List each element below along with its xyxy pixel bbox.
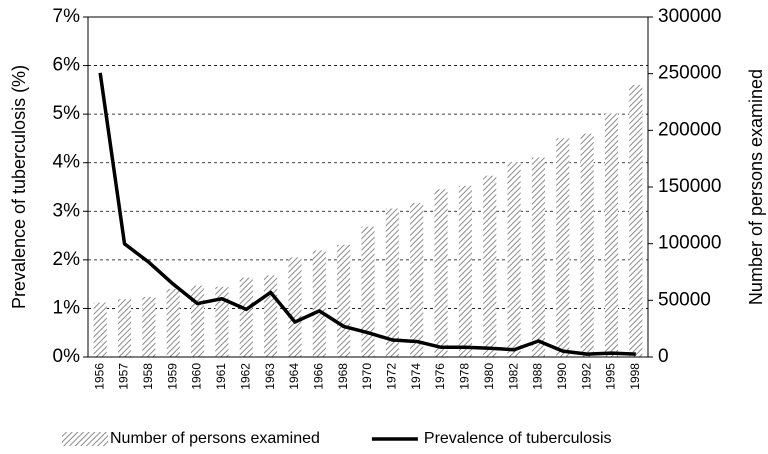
y-tick-label: 2% xyxy=(53,249,81,270)
bar xyxy=(166,289,180,357)
x-tick-label: 1970 xyxy=(360,363,374,390)
y-tick-label: 4% xyxy=(53,152,81,173)
y-tick-label: 5% xyxy=(53,103,81,124)
plot-frame xyxy=(87,16,649,358)
y-axis-title: Prevalence of tuberculosis (%) xyxy=(9,65,29,309)
bar xyxy=(580,133,594,357)
x-tick-label: 1966 xyxy=(311,363,325,390)
x-tick-label: 1956 xyxy=(92,363,106,390)
x-tick-label: 1958 xyxy=(141,363,155,390)
x-tick-label: 1972 xyxy=(385,363,399,390)
y2-tick-label: 0 xyxy=(658,346,669,367)
y-tick-label: 0% xyxy=(53,346,81,367)
bar xyxy=(288,257,302,357)
bar xyxy=(264,275,278,357)
x-tick-label: 1959 xyxy=(165,363,179,390)
x-tick-label: 1968 xyxy=(336,363,350,390)
legend-swatch xyxy=(62,432,108,446)
bar xyxy=(142,296,156,357)
y2-axis-title: Number of persons examined xyxy=(746,69,766,305)
x-tick-label: 1957 xyxy=(117,363,131,390)
bar xyxy=(556,138,570,357)
y2-tick-label: 150000 xyxy=(658,176,721,197)
y2-tick-label: 250000 xyxy=(658,63,721,84)
y2-tick-label: 100000 xyxy=(658,233,721,254)
bar xyxy=(531,157,546,357)
bar xyxy=(361,226,375,357)
bar xyxy=(483,175,497,357)
bar xyxy=(93,302,107,357)
bar xyxy=(312,250,326,357)
y2-tick-label: 300000 xyxy=(658,6,721,27)
x-tick-label: 1988 xyxy=(531,363,545,390)
bar xyxy=(434,189,448,357)
y-tick-label: 6% xyxy=(53,55,81,76)
x-tick-label: 1964 xyxy=(287,363,301,390)
x-tick-label: 1963 xyxy=(263,363,277,390)
x-tick-label: 1992 xyxy=(579,363,593,390)
bar xyxy=(604,113,619,357)
x-tick-label: 1976 xyxy=(433,363,447,390)
x-tick-label: 1960 xyxy=(190,363,204,390)
y-tick-label: 1% xyxy=(53,297,81,318)
bar xyxy=(337,244,351,357)
bar xyxy=(117,299,132,357)
legend-label: Prevalence of tuberculosis xyxy=(424,430,612,447)
line xyxy=(98,72,636,356)
y2-tick-label: 50000 xyxy=(658,289,711,310)
x-tick-label: 1982 xyxy=(506,363,520,390)
legend-label: Number of persons examined xyxy=(110,430,320,447)
bar xyxy=(507,162,521,357)
bar xyxy=(629,85,643,357)
bar xyxy=(190,285,205,357)
bar xyxy=(385,208,399,357)
y-tick-label: 3% xyxy=(53,200,81,221)
y2-tick-label: 200000 xyxy=(658,119,721,140)
x-tick-label: 1962 xyxy=(238,363,252,390)
x-tick-label: 1990 xyxy=(555,363,569,390)
bar xyxy=(239,277,253,357)
x-tick-label: 1995 xyxy=(604,363,618,390)
y-tick-label: 7% xyxy=(53,6,81,27)
x-tick-label: 1974 xyxy=(409,363,423,390)
x-tick-label: 1961 xyxy=(214,363,228,390)
bar xyxy=(410,202,424,357)
x-tick-label: 1980 xyxy=(482,363,496,390)
bar xyxy=(215,286,229,357)
x-tick-label: 1998 xyxy=(628,363,642,390)
bar xyxy=(458,185,472,357)
x-tick-label: 1978 xyxy=(458,363,472,390)
